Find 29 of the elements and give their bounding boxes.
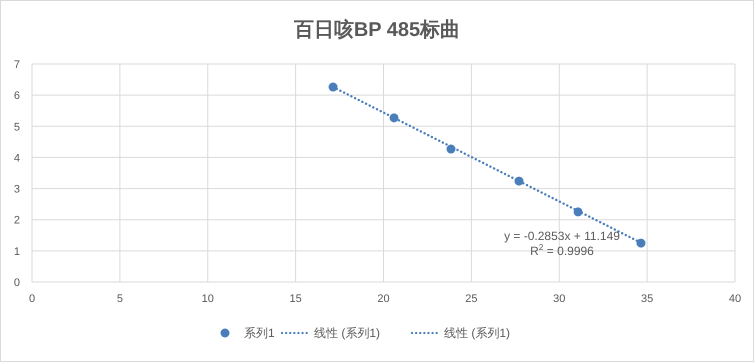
y-tick-label: 1	[14, 246, 20, 258]
legend-label: 线性 (系列1)	[314, 326, 380, 340]
point	[514, 176, 524, 186]
y-tick-label: 0	[14, 277, 20, 289]
annotation: y = -0.2853x + 11.149	[504, 229, 620, 243]
point	[446, 144, 456, 154]
x-tick-label: 5	[116, 293, 123, 305]
y-tick-label: 4	[14, 152, 20, 164]
x-tick-label: 10	[202, 293, 214, 305]
x-tick-label: 35	[641, 293, 654, 305]
y-tick-label: 6	[14, 90, 20, 102]
point	[574, 207, 583, 216]
legend-label: 系列1	[244, 326, 275, 340]
y-tick-label: 2	[14, 214, 20, 227]
annotation: R$^{2}$ = 0.9996	[530, 242, 594, 258]
x-tick-label: 20	[377, 293, 390, 305]
x-tick-label: 0	[28, 293, 36, 305]
y-tick-label: 5	[14, 121, 20, 134]
point	[636, 238, 646, 248]
chart-title: 百日咳BP 485标曲	[292, 18, 460, 41]
point	[328, 82, 338, 92]
legend-label: 线性 (系列1)	[444, 326, 510, 340]
point	[390, 113, 399, 122]
x-tick-label: 15	[290, 293, 302, 305]
x-tick-label: 25	[465, 293, 478, 305]
y-tick-label: 3	[14, 184, 20, 196]
x-tick-label: 40	[728, 293, 742, 305]
x-tick-label: 30	[553, 293, 566, 305]
y-tick-label: 7	[14, 59, 20, 71]
